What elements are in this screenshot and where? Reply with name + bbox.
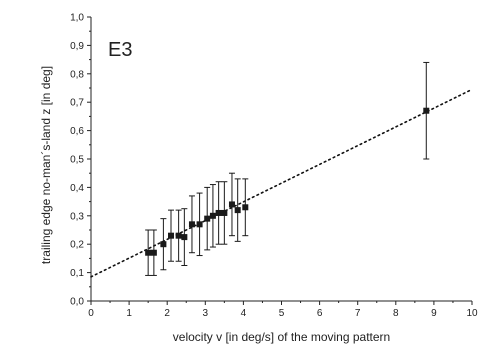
data-point (204, 215, 211, 222)
data-point (160, 241, 167, 248)
data-point (188, 221, 195, 228)
y-tick-label: 0,4 (70, 183, 84, 194)
data-point (228, 201, 235, 208)
data-point (221, 209, 228, 216)
data-point (168, 232, 175, 239)
y-axis-label: trailing edge no-man´s-land z [in deg] (39, 66, 53, 264)
x-tick-label: 8 (393, 308, 399, 319)
x-tick-label: 9 (431, 308, 437, 319)
x-tick-label: 6 (317, 308, 323, 319)
x-tick-label: 7 (355, 308, 361, 319)
data-point (181, 234, 188, 241)
panel-label: E3 (108, 39, 132, 61)
x-tick-label: 0 (88, 308, 94, 319)
fit-line (90, 88, 473, 278)
y-tick-label: 1,0 (70, 13, 84, 24)
y-tick-label: 0,9 (70, 41, 84, 52)
y-tick-label: 0,8 (70, 69, 84, 80)
x-tick-label: 1 (126, 308, 132, 319)
y-tick-label: 0,1 (70, 268, 84, 279)
y-tick-label: 0,5 (70, 155, 84, 166)
x-tick-label: 5 (279, 308, 285, 319)
y-tick-label: 0,0 (70, 297, 84, 308)
x-tick-label: 2 (164, 308, 170, 319)
data-point (215, 209, 222, 216)
data-point (145, 249, 152, 256)
data-point (242, 204, 249, 211)
data-point (150, 249, 157, 256)
x-tick-label: 10 (466, 308, 478, 319)
x-tick-label: 4 (241, 308, 247, 319)
plot-area: 0 1 2 3 4 5 6 7 8 9 10 0,0 0,1 0,2 0,3 0,4 0,5 0,6 0,7 0,8 0… (70, 13, 478, 320)
data-point (175, 232, 182, 239)
y-tick-label: 0,6 (70, 126, 84, 137)
x-axis-label: velocity v [in deg/s] of the moving patt… (173, 330, 390, 344)
data-point (196, 221, 203, 228)
y-tick-label: 0,2 (70, 240, 84, 251)
y-tick-label: 0,3 (70, 211, 84, 222)
data-point (234, 207, 241, 214)
x-tick-label: 3 (203, 308, 209, 319)
y-tick-label: 0,7 (70, 98, 84, 109)
data-point (209, 212, 216, 219)
data-point (423, 107, 430, 114)
